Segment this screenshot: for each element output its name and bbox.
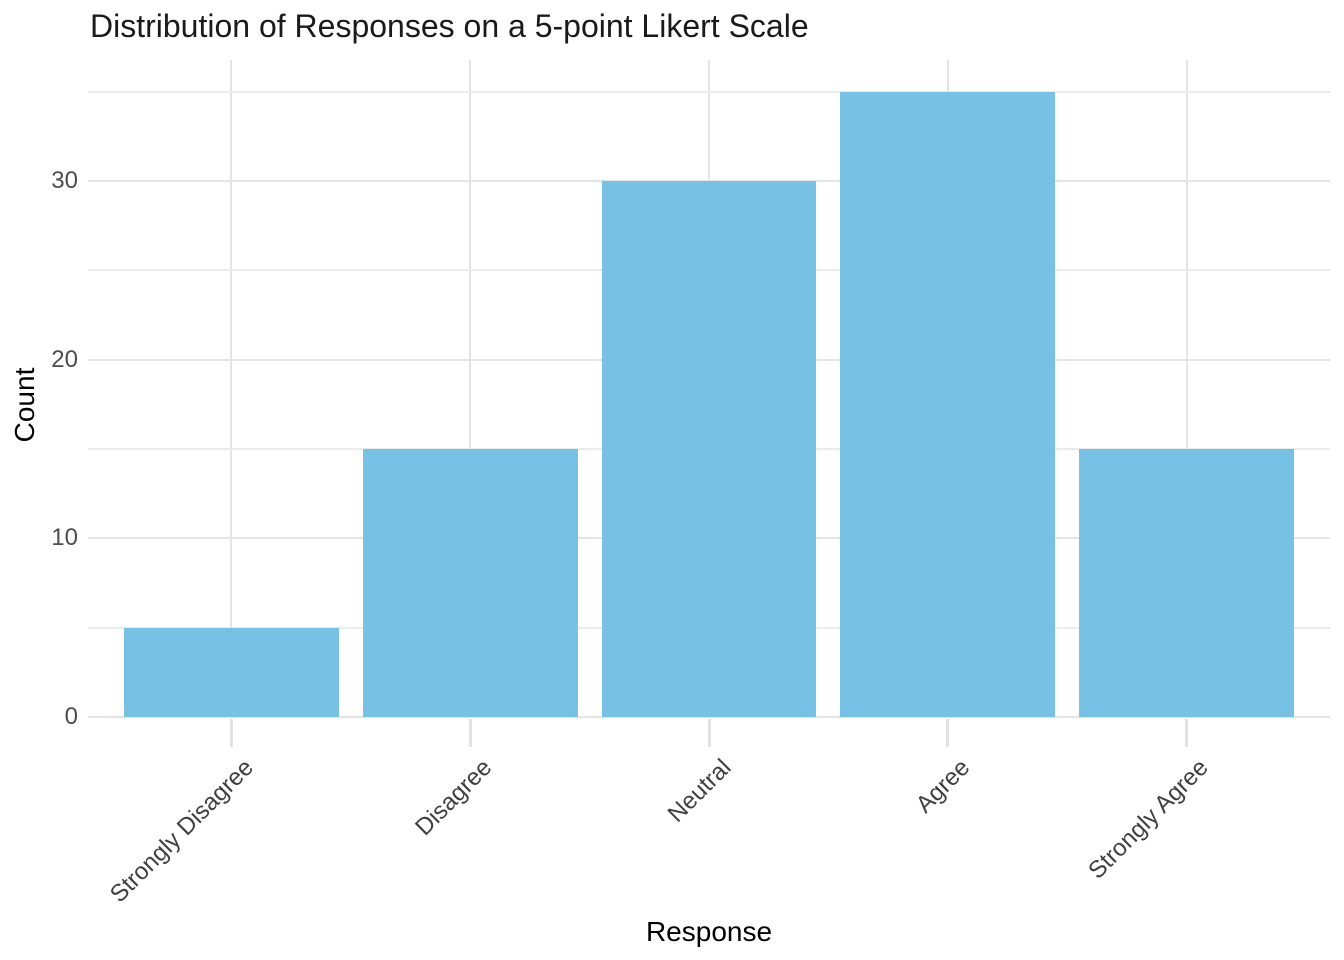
x-tick-mark — [468, 719, 472, 747]
vertical-gridline — [1185, 60, 1188, 717]
y-tick-label: 20 — [51, 345, 78, 373]
bar-agree — [840, 91, 1056, 717]
bar-disagree — [362, 449, 578, 717]
x-tick-label: Strongly Agree — [1083, 754, 1214, 885]
x-tick-label: Neutral — [662, 754, 737, 828]
minor-gridline — [88, 90, 1330, 93]
x-tick-label: Strongly Disagree — [104, 754, 259, 908]
x-tick-mark — [946, 719, 950, 747]
x-tick-mark — [1185, 719, 1189, 747]
y-tick-label: 10 — [51, 524, 78, 552]
x-tick-label: Disagree — [410, 754, 498, 842]
bar-strongly-disagree — [123, 627, 339, 717]
y-tick-label: 30 — [51, 167, 78, 194]
bar-neutral — [601, 181, 817, 717]
x-tick-mark — [707, 719, 711, 747]
bar-strongly-agree — [1079, 449, 1295, 717]
x-tick-label: Agree — [910, 754, 975, 819]
x-axis-title: Response — [645, 916, 773, 947]
chart-title: Distribution of Responses on a 5-point L… — [90, 8, 809, 44]
vertical-gridline — [469, 60, 472, 717]
y-tick-label: 0 — [64, 703, 78, 730]
major-gridline — [88, 716, 1330, 718]
vertical-gridline — [230, 60, 233, 717]
x-tick-mark — [229, 719, 233, 747]
